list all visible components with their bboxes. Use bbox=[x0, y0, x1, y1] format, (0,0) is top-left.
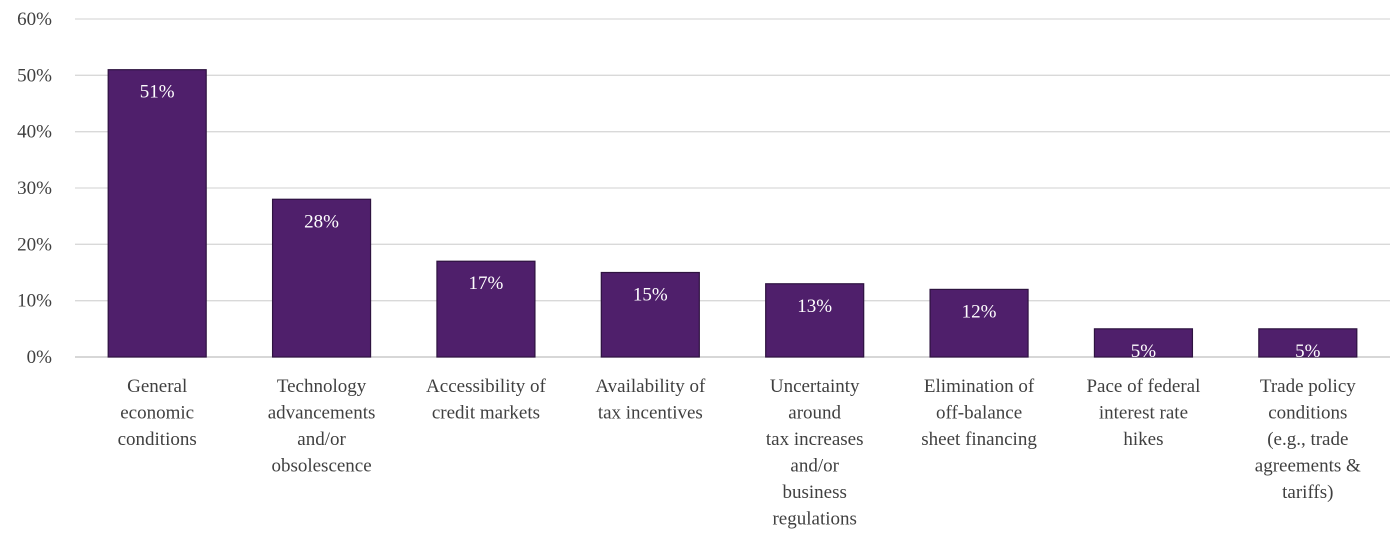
category-label-line: around bbox=[788, 403, 841, 424]
bar bbox=[765, 283, 865, 358]
data-label: 13% bbox=[797, 296, 832, 317]
category-label: Uncertainty around tax increases and/or busi… bbox=[766, 376, 864, 530]
data-label: 15% bbox=[633, 285, 668, 306]
y-axis-tick-labels: 0% 10% 20% 30% 40% 50% 60% bbox=[17, 9, 52, 368]
bar bbox=[436, 260, 536, 358]
category-labels: General economic conditions Technology advan… bbox=[118, 376, 1361, 530]
bar bbox=[271, 198, 372, 358]
y-tick-label: 60% bbox=[17, 9, 52, 30]
y-tick-label: 30% bbox=[17, 178, 52, 199]
data-labels: 51% 28% 17% 15% 13% 12% 5% 5% bbox=[140, 82, 1321, 362]
category-label-line: Technology bbox=[277, 376, 367, 397]
data-label: 5% bbox=[1295, 341, 1321, 362]
category-label-line: hikes bbox=[1123, 429, 1163, 450]
category-label-line: agreements & bbox=[1255, 456, 1361, 477]
category-label-line: tax increases bbox=[766, 429, 864, 450]
category-label-line: (e.g., trade bbox=[1267, 429, 1348, 450]
category-label-line: economic bbox=[120, 403, 194, 424]
category-label-line: Accessibility of bbox=[426, 376, 546, 397]
data-label: 17% bbox=[469, 273, 504, 294]
category-label-line: tax incentives bbox=[598, 403, 703, 424]
bar bbox=[107, 69, 207, 358]
category-label-line: and/or bbox=[790, 456, 839, 477]
category-label-line: business bbox=[782, 482, 846, 503]
category-label-line: Pace of federal bbox=[1086, 376, 1200, 397]
y-tick-label: 50% bbox=[17, 65, 52, 86]
category-label-line: Uncertainty bbox=[770, 376, 860, 397]
bar bbox=[1258, 328, 1358, 358]
category-label-line: regulations bbox=[772, 509, 856, 530]
category-label-line: sheet financing bbox=[921, 429, 1037, 450]
category-label: Pace of federal interest rate hikes bbox=[1086, 376, 1200, 450]
category-label: General economic conditions bbox=[118, 376, 197, 450]
category-label-line: interest rate bbox=[1099, 403, 1188, 424]
data-label: 12% bbox=[962, 301, 997, 322]
category-label-line: Elimination of bbox=[924, 376, 1035, 397]
category-label: Trade policy conditions (e.g., trade agreem… bbox=[1255, 376, 1361, 503]
data-label: 51% bbox=[140, 82, 175, 103]
category-label-line: conditions bbox=[118, 429, 197, 450]
category-label-line: General bbox=[127, 376, 187, 397]
data-label: 28% bbox=[304, 211, 339, 232]
category-label-line: credit markets bbox=[432, 403, 540, 424]
bar bbox=[1093, 328, 1194, 358]
category-label-line: tariffs) bbox=[1282, 482, 1333, 503]
category-label-line: advancements bbox=[268, 403, 376, 424]
bar bbox=[600, 271, 700, 358]
y-tick-label: 20% bbox=[17, 234, 52, 255]
bars bbox=[107, 69, 1358, 358]
y-tick-label: 10% bbox=[17, 291, 52, 312]
category-label: Elimination of off-balance sheet financing bbox=[921, 376, 1037, 450]
category-label: Technology advancements and/or obsolescence bbox=[268, 376, 376, 477]
category-label: Availability of tax incentives bbox=[595, 376, 706, 424]
category-label-line: Availability of bbox=[595, 376, 706, 397]
category-label-line: obsolescence bbox=[271, 456, 371, 477]
category-label-line: and/or bbox=[297, 429, 346, 450]
category-label: Accessibility of credit markets bbox=[426, 376, 546, 424]
y-tick-label: 40% bbox=[17, 122, 52, 143]
category-label-line: off-balance bbox=[936, 403, 1022, 424]
category-label-line: Trade policy bbox=[1260, 376, 1356, 397]
category-label-line: conditions bbox=[1268, 403, 1347, 424]
y-tick-label: 0% bbox=[27, 347, 53, 368]
data-label: 5% bbox=[1131, 341, 1157, 362]
bar bbox=[929, 288, 1029, 358]
